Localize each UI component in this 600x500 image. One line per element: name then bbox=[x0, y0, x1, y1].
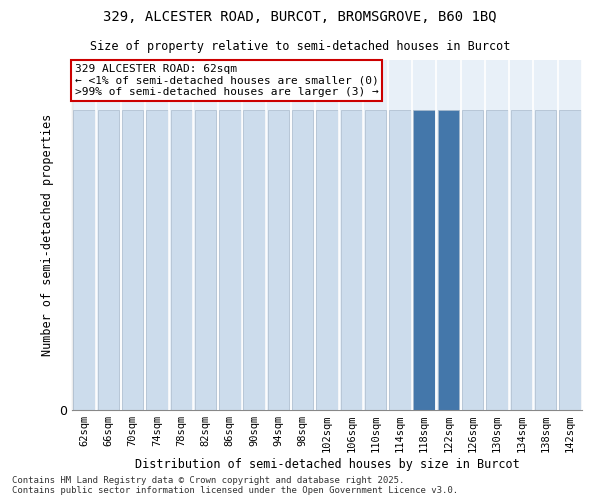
Bar bbox=[98, 110, 119, 410]
Bar bbox=[73, 110, 95, 410]
Text: Contains HM Land Registry data © Crown copyright and database right 2025.
Contai: Contains HM Land Registry data © Crown c… bbox=[12, 476, 458, 495]
Bar bbox=[487, 110, 508, 410]
Bar bbox=[413, 110, 435, 410]
Bar bbox=[292, 110, 313, 410]
Y-axis label: Number of semi-detached properties: Number of semi-detached properties bbox=[41, 114, 53, 356]
Bar bbox=[219, 110, 241, 410]
Bar bbox=[146, 110, 167, 410]
Bar bbox=[438, 110, 459, 410]
Text: Size of property relative to semi-detached houses in Burcot: Size of property relative to semi-detach… bbox=[90, 40, 510, 53]
Bar bbox=[365, 110, 386, 410]
Text: 329 ALCESTER ROAD: 62sqm
← <1% of semi-detached houses are smaller (0)
>99% of s: 329 ALCESTER ROAD: 62sqm ← <1% of semi-d… bbox=[74, 64, 379, 96]
Bar bbox=[244, 110, 265, 410]
Bar bbox=[462, 110, 484, 410]
Bar bbox=[268, 110, 289, 410]
Bar bbox=[341, 110, 362, 410]
Bar bbox=[389, 110, 410, 410]
Bar bbox=[511, 110, 532, 410]
Bar bbox=[170, 110, 192, 410]
Text: 329, ALCESTER ROAD, BURCOT, BROMSGROVE, B60 1BQ: 329, ALCESTER ROAD, BURCOT, BROMSGROVE, … bbox=[103, 10, 497, 24]
Bar bbox=[122, 110, 143, 410]
Bar bbox=[316, 110, 338, 410]
X-axis label: Distribution of semi-detached houses by size in Burcot: Distribution of semi-detached houses by … bbox=[134, 458, 520, 471]
Bar bbox=[195, 110, 216, 410]
Bar bbox=[535, 110, 556, 410]
Bar bbox=[559, 110, 581, 410]
